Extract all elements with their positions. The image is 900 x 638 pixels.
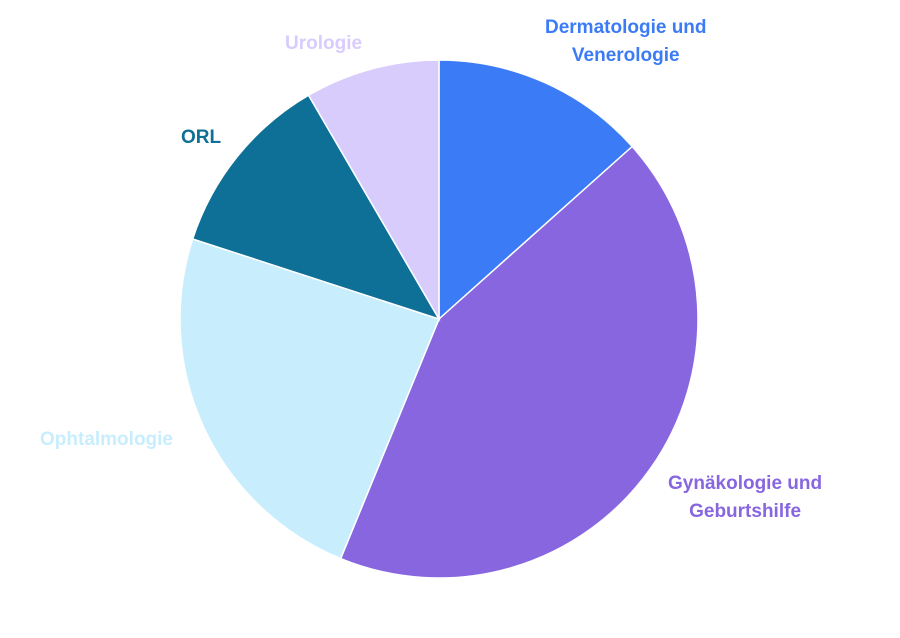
- pie-slice-3: [191, 94, 441, 321]
- label-orl: ORL: [181, 124, 221, 152]
- label-line: Venerologie: [571, 45, 680, 66]
- pie-slice-1: [339, 145, 699, 579]
- label-line: ORL: [181, 127, 222, 148]
- pie-slice-2: [179, 238, 441, 560]
- label-line: Dermatologie und: [545, 17, 707, 38]
- label-line: Ophtalmologie: [40, 429, 173, 450]
- pie-slice-4: [307, 59, 440, 322]
- label-line: Gynäkologie und: [668, 473, 823, 494]
- label-line: Geburtshilfe: [689, 501, 802, 522]
- pie-slice-0: [438, 59, 634, 321]
- label-dermatologie: Dermatologie und Venerologie: [545, 14, 707, 70]
- label-line: Urologie: [285, 33, 363, 54]
- label-ophtalmologie: Ophtalmologie: [40, 426, 173, 454]
- label-gynaekologie: Gynäkologie und Geburtshilfe: [668, 470, 822, 526]
- label-urologie: Urologie: [285, 30, 362, 58]
